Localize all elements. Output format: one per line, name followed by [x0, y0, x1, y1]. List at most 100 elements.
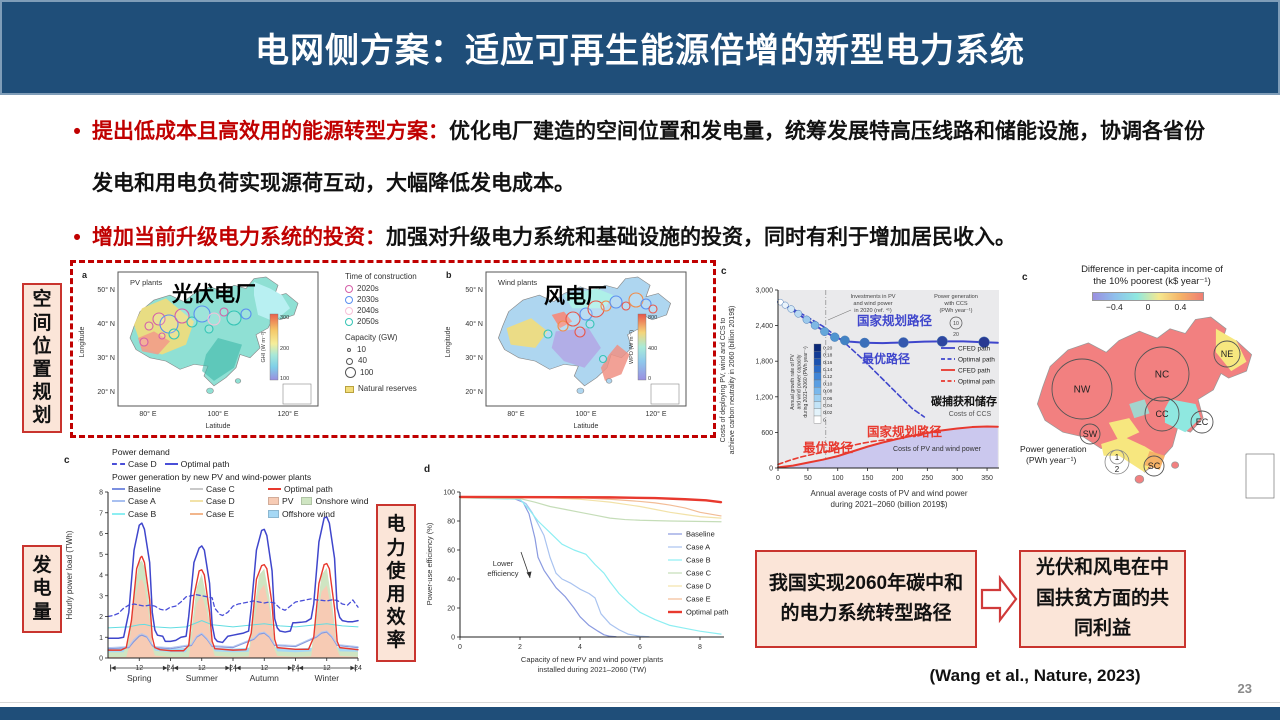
svg-text:2: 2	[99, 614, 103, 621]
svg-text:NE: NE	[1221, 349, 1234, 359]
svg-text:0.18: 0.18	[823, 353, 833, 359]
svg-text:0.16: 0.16	[823, 360, 833, 366]
svg-text:350: 350	[981, 475, 993, 482]
power-generation-legend: Power generation (PWh year⁻¹) 1 2	[1020, 444, 1130, 475]
svg-text:Lower: Lower	[493, 559, 514, 568]
legend-offshore: Offshore wind	[268, 509, 335, 519]
svg-text:0: 0	[776, 475, 780, 482]
cn-ccs-label: 碳捕获和储存	[931, 394, 997, 408]
y-axis-label: Power-use efficiency (%)	[425, 522, 434, 605]
svg-text:40° N: 40° N	[97, 320, 115, 328]
wpd-colorbar-label: WPD (W m⁻²)	[629, 330, 635, 364]
x-axis-label: Latitude	[574, 423, 599, 430]
svg-text:80° E: 80° E	[507, 410, 525, 418]
svg-text:8: 8	[99, 490, 103, 497]
bullet-marker: •	[73, 226, 81, 249]
y-axis-label-line2: achieve carbon neutrality in 2060 (billi…	[729, 306, 736, 455]
svg-text:(PWh year⁻¹): (PWh year⁻¹)	[939, 308, 972, 314]
x-axis-label-line2: during 2021–2060 (billion 2019$)	[831, 500, 948, 509]
demand-legend-title: Power demand	[112, 447, 170, 457]
figure-income-map: Difference in per-capita income of the 1…	[1012, 262, 1280, 520]
svg-text:250: 250	[921, 475, 933, 482]
region-circles: NW NC NE CC EC SW SC	[1051, 340, 1241, 477]
svg-text:4: 4	[99, 573, 103, 580]
legend-baseline: Baseline	[112, 484, 182, 494]
svg-text:12: 12	[135, 665, 143, 672]
legend-case-e: Case E	[190, 509, 260, 519]
svg-text:Case B: Case B	[686, 556, 711, 565]
svg-text:3: 3	[99, 593, 103, 600]
svg-text:Autumn: Autumn	[250, 673, 280, 683]
svg-text:120° E: 120° E	[645, 410, 666, 418]
panel-tag-wrap: c	[64, 455, 70, 466]
svg-text:80: 80	[447, 519, 455, 526]
wpd-colorbar-ticks: 800 400 0	[648, 315, 657, 382]
svg-text:60: 60	[447, 548, 455, 555]
svg-text:4: 4	[578, 644, 582, 651]
svg-text:Summer: Summer	[186, 673, 218, 683]
circle-swatch	[345, 307, 353, 315]
svg-text:Power generation: Power generation	[934, 294, 978, 300]
svg-text:400: 400	[648, 346, 657, 352]
legend-pv: PV	[268, 496, 293, 506]
panel-tag: c	[64, 455, 70, 466]
bullet-marker: •	[73, 120, 81, 143]
svg-text:24: 24	[167, 665, 175, 672]
title-bar: 电网侧方案：适应可再生能源倍增的新型电力系统	[0, 0, 1280, 95]
svg-text:0.14: 0.14	[823, 367, 833, 373]
y-axis-label: Longitude	[79, 327, 86, 358]
page-number: 23	[1237, 681, 1252, 696]
panel-tag: b	[446, 270, 452, 280]
panel-tag-wrap: c	[1022, 272, 1028, 283]
bullet-1-lead: 提出低成本且高效用的能源转型方案：	[92, 120, 449, 143]
efficiency-chart-svg: d Power-use efficiency (%) 0 2 4 6 802040608…	[424, 464, 729, 674]
svg-text:100: 100	[280, 376, 289, 382]
legend-capacity-10: 10	[345, 345, 437, 355]
svg-text:600: 600	[761, 430, 773, 437]
svg-text:30° N: 30° N	[97, 354, 115, 362]
svg-text:100° E: 100° E	[575, 410, 596, 418]
map-legend: Time of construction 2020s 2030s 2040s 2…	[345, 272, 437, 395]
costs-of-ccs-label: Costs of CCS	[949, 411, 992, 418]
svg-text:during 2021–2060 (PWh year⁻¹): during 2021–2060 (PWh year⁻¹)	[803, 346, 809, 418]
svg-text:50: 50	[804, 475, 812, 482]
svg-text:0.04: 0.04	[823, 403, 833, 409]
conclusion-box-right: 光伏和风电在中国扶贫方面的共同利益	[1019, 550, 1186, 648]
svg-text:40: 40	[447, 577, 455, 584]
x-axis-label: Latitude	[206, 423, 231, 430]
svg-text:and wind power capacity: and wind power capacity	[797, 354, 803, 409]
pv-plant-markers	[139, 305, 252, 347]
svg-text:40° N: 40° N	[465, 320, 483, 328]
ghi-colorbar	[269, 313, 279, 381]
x-tick-labels: 80° E 100° E 120° E	[139, 410, 298, 418]
ghi-colorbar-label: GHI (W m⁻²)	[261, 331, 267, 362]
svg-text:EC: EC	[1196, 417, 1209, 427]
svg-text:0.10: 0.10	[823, 381, 833, 387]
right-arrow-icon	[980, 574, 1018, 624]
y-axis-label-line1: Costs of deploying PV, wind and CCS to	[720, 318, 727, 443]
svg-text:CFED path: CFED path	[958, 368, 991, 375]
map-inset	[650, 383, 680, 405]
income-map-svg: NW NC NE CC EC SW SC Power generation (PWh yea…	[1020, 316, 1275, 499]
pv-map-svg: a PV plants 50° N	[79, 270, 319, 430]
legend-item-2030s: 2030s	[345, 295, 437, 305]
svg-text:1,800: 1,800	[755, 359, 773, 366]
svg-text:0.06: 0.06	[823, 396, 833, 402]
svg-text:Power generation: Power generation	[1020, 444, 1087, 454]
svg-text:Optimal path: Optimal path	[958, 357, 995, 364]
svg-text:50° N: 50° N	[97, 286, 115, 294]
citation: (Wang et al., Nature, 2023)	[929, 666, 1141, 685]
y-tick-labels: 50° N 40° N 30° N 20° N	[97, 286, 115, 396]
circle-swatch	[345, 296, 353, 304]
svg-text:12: 12	[198, 665, 206, 672]
svg-text:Spring: Spring	[127, 673, 152, 683]
panel-tag: c	[721, 266, 727, 277]
svg-text:80° E: 80° E	[139, 410, 157, 418]
svg-text:2: 2	[1115, 465, 1120, 474]
svg-text:120° E: 120° E	[277, 410, 298, 418]
svg-text:Case E: Case E	[686, 595, 711, 604]
wpd-colorbar	[637, 313, 647, 381]
